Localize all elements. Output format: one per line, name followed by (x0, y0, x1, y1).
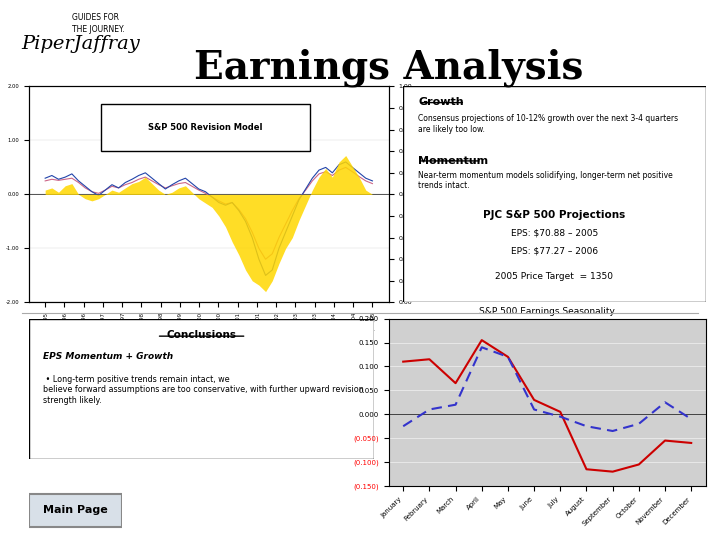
Text: S&P 500 Revision Model: S&P 500 Revision Model (148, 123, 263, 132)
FancyBboxPatch shape (29, 319, 374, 459)
Text: PiperJaffray: PiperJaffray (22, 35, 140, 53)
Text: Conclusions: Conclusions (166, 330, 237, 340)
Text: Main Page: Main Page (43, 505, 108, 515)
Text: • Long-term positive trends remain intact, we
believe forward assumptions are to: • Long-term positive trends remain intac… (42, 375, 364, 404)
FancyBboxPatch shape (101, 104, 310, 151)
Title: S&P 500 Earnings Seasonality: S&P 500 Earnings Seasonality (480, 307, 615, 316)
FancyBboxPatch shape (403, 86, 706, 302)
Text: GUIDES FOR
THE JOURNEY.: GUIDES FOR THE JOURNEY. (72, 14, 125, 33)
Text: Growth: Growth (418, 97, 464, 107)
Text: Near-term momentum models solidifying, longer-term net positive
trends intact.: Near-term momentum models solidifying, l… (418, 171, 673, 190)
Text: Earnings Analysis: Earnings Analysis (194, 49, 584, 87)
Text: EPS: $77.27 – 2006: EPS: $77.27 – 2006 (510, 246, 598, 255)
Text: EPS Momentum + Growth: EPS Momentum + Growth (42, 352, 173, 361)
FancyBboxPatch shape (29, 494, 122, 527)
Text: PJC S&P 500 Projections: PJC S&P 500 Projections (483, 210, 626, 220)
Text: EPS: $70.88 – 2005: EPS: $70.88 – 2005 (510, 229, 598, 238)
Text: Consensus projections of 10-12% growth over the next 3-4 quarters
are likely too: Consensus projections of 10-12% growth o… (418, 114, 678, 134)
Text: Momentum: Momentum (418, 156, 488, 166)
Y-axis label: Revision Ratio: Revision Ratio (418, 172, 423, 217)
Text: 2005 Price Target  = 1350: 2005 Price Target = 1350 (495, 272, 613, 281)
